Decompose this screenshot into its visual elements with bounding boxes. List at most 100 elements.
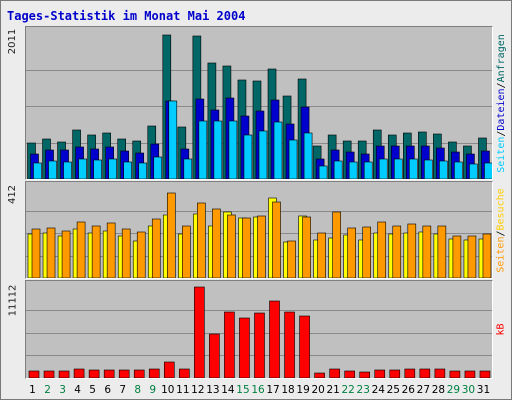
x-tick-label-29: 29 [446,384,461,396]
bar-kb-day-28 [434,368,446,378]
bar-seiten-visits-day-13 [212,208,221,278]
bar-kb-day-11 [179,368,190,378]
x-tick-label-11: 11 [176,384,190,396]
top-panel [25,26,493,180]
x-tick-label-30: 30 [461,384,476,396]
x-tick-label-18: 18 [281,384,295,396]
bar-seiten-day-23 [363,161,373,179]
bar-kb-day-2 [43,370,55,378]
chart-title: Tages-Statistik im Monat Mai 2004 [7,9,246,23]
bottom-legend-text: kB [495,323,506,335]
bar-seiten-day-15 [243,134,253,179]
bar-seiten-visits-day-4 [76,221,86,278]
middle-legend-text: Seiten/Besuche [496,188,507,272]
bar-seiten-day-28 [439,160,448,179]
bar-kb-day-9 [148,368,160,378]
bar-seiten-day-22 [348,161,358,179]
x-tick-label-1: 1 [29,384,36,396]
x-tick-label-27: 27 [416,384,431,396]
bar-seiten-day-18 [288,139,298,179]
middle-legend: Seiten/Besuche [493,181,509,279]
x-tick-label-8: 8 [134,384,142,396]
bar-seiten-day-16 [258,130,268,179]
bar-kb-day-1 [28,370,40,378]
bar-seiten-day-29 [454,161,463,179]
bar-seiten-day-26 [409,158,418,179]
bar-seiten-day-6 [108,158,117,179]
bar-seiten-day-8 [138,162,148,179]
bottom-panel [25,280,493,379]
bar-seiten-day-21 [333,160,343,179]
bottom-y-max-label: 11112 [6,280,20,320]
bar-seiten-day-2 [48,160,57,179]
bar-seiten-visits-day-25 [392,225,402,278]
bar-kb-day-31 [479,370,491,378]
bar-seiten-day-25 [393,158,403,179]
x-tick-label-28: 28 [431,384,446,396]
x-tick-label-4: 4 [74,384,81,396]
legend-separator: / [495,130,507,137]
x-tick-label-31: 31 [476,384,491,396]
x-tick-label-3: 3 [59,384,66,396]
middle-y-max-text: 412 [7,184,19,204]
bar-kb-day-30 [464,370,476,378]
bar-seiten-day-10 [168,100,178,179]
bottom-y-max-text: 11112 [7,284,19,316]
legend-anfragen: Anfragen [495,33,507,82]
legend-seiten: Seiten [495,136,507,173]
bar-kb-day-21 [329,368,340,378]
bar-seiten-visits-day-26 [407,223,417,278]
bar-seiten-visits-day-20 [317,232,326,278]
legend-kb: kB [495,323,507,336]
bar-seiten-day-27 [424,159,433,179]
x-tick-label-6: 6 [104,384,112,396]
bar-seiten-visits-day-1 [31,228,41,278]
legend-separator: / [495,81,507,88]
bar-kb-day-24 [374,369,386,378]
x-tick-label-17: 17 [266,384,280,396]
bar-kb-day-16 [254,312,265,378]
bar-kb-day-26 [404,368,416,378]
bar-seiten-visits-day-8 [136,231,146,278]
bar-kb-day-22 [344,370,355,378]
legend-separator: / [495,230,507,237]
bar-kb-day-17 [269,300,280,378]
top-legend: Seiten/Dateien/Anfragen [493,26,509,180]
bar-seiten-visits-day-27 [422,225,432,278]
legend-dateien: Dateien [495,87,507,131]
bar-kb-day-8 [133,369,145,378]
bar-kb-day-15 [239,317,250,378]
x-tick-label-5: 5 [89,384,96,396]
bar-seiten-visits-day-2 [46,227,56,278]
bar-seiten-visits-day-30 [467,235,477,278]
bar-seiten-day-31 [484,162,492,179]
bar-seiten-visits-day-17 [272,201,281,278]
bar-seiten-visits-day-11 [182,225,191,278]
bar-seiten-day-1 [33,162,42,179]
top-legend-text: Seiten/Dateien/Anfragen [496,34,507,173]
bar-seiten-day-20 [318,165,328,179]
bar-seiten-day-17 [273,121,283,179]
bar-seiten-visits-day-19 [302,216,311,278]
bar-kb-day-12 [194,286,205,378]
bar-seiten-visits-day-23 [362,226,372,278]
x-tick-label-7: 7 [119,384,127,396]
bar-seiten-day-30 [469,163,478,179]
bar-seiten-day-9 [153,156,163,179]
x-tick-label-20: 20 [311,384,325,396]
bottom-legend: kB [493,280,509,379]
x-axis: 1 2 3 4 5 6 7 8 9 10 11 12 13 14 15 16 17 18 19 20 21 22 23 24 2… [25,381,491,397]
top-y-max-label: 2011 [6,26,20,56]
bar-kb-day-10 [163,361,175,378]
bar-seiten-day-13 [213,120,223,179]
x-tick-label-16: 16 [251,384,265,396]
bar-seiten-visits-day-10 [166,192,176,278]
legend-seiten-visits: Seiten [495,236,507,273]
bar-seiten-visits-day-29 [452,235,462,278]
bar-seiten-visits-day-18 [287,240,296,278]
bar-seiten-visits-day-12 [197,202,206,278]
bar-seiten-visits-day-6 [106,222,116,278]
bar-kb-day-25 [389,369,401,378]
bar-seiten-day-11 [183,158,193,179]
